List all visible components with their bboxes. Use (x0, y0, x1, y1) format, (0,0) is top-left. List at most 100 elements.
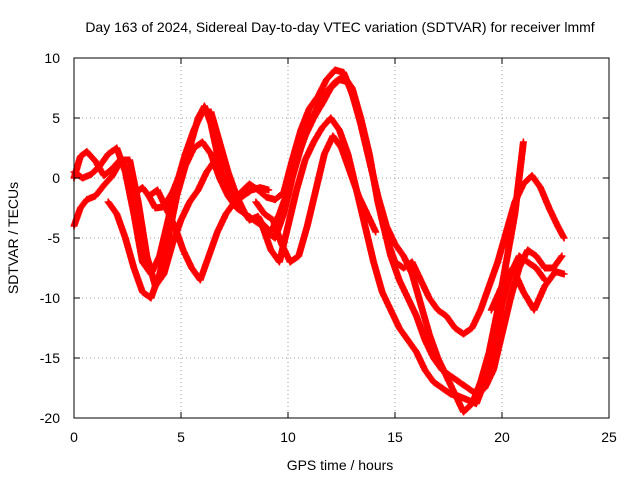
data-point (513, 200, 517, 204)
data-point (552, 266, 555, 270)
y-tick-label: -20 (40, 410, 60, 426)
data-point (479, 380, 482, 384)
data-point (526, 260, 529, 264)
data-point (128, 158, 131, 162)
data-point (331, 134, 335, 138)
data-point (535, 266, 538, 270)
data-point (192, 146, 196, 150)
data-point (458, 395, 461, 398)
data-point (218, 140, 221, 144)
data-point (303, 158, 307, 162)
data-point (141, 290, 144, 294)
data-point (158, 254, 161, 258)
data-point (267, 188, 270, 192)
y-tick-label: -5 (48, 230, 61, 246)
data-point (329, 86, 332, 90)
data-point (192, 128, 196, 132)
data-point (286, 224, 290, 228)
x-tick-label: 0 (70, 429, 78, 445)
data-point (500, 302, 504, 306)
series-arc-4 (104, 114, 549, 408)
data-point (295, 188, 298, 192)
data-point (410, 260, 414, 264)
data-point (89, 173, 93, 176)
series-arc-7 (487, 264, 568, 314)
axis-ticks (73, 57, 610, 419)
y-axis-label: SDTVAR / TECUs (5, 182, 21, 294)
data-point (492, 344, 495, 348)
data-point (321, 102, 324, 105)
data-point (338, 128, 341, 132)
data-point (85, 198, 89, 201)
data-point (543, 284, 546, 288)
data-point (423, 368, 427, 372)
data-point (218, 176, 221, 180)
data-point (415, 350, 418, 354)
data-point (355, 104, 358, 108)
data-point (156, 188, 159, 192)
data-point (162, 272, 166, 276)
data-point (445, 314, 448, 318)
data-point (530, 174, 534, 177)
data-point (462, 410, 465, 414)
data-point (449, 392, 452, 396)
data-point (492, 368, 495, 372)
data-point (166, 236, 170, 240)
data-point (333, 68, 337, 72)
data-point (517, 254, 521, 258)
x-tick-label: 15 (387, 429, 403, 445)
data-point (432, 380, 435, 384)
tick-labels: 0 5 10 15 20 25 -20 -15 -10 -5 0 5 10 (40, 50, 617, 445)
data-point (440, 386, 444, 390)
data-point (107, 152, 110, 156)
data-point (560, 254, 564, 258)
series-arc-5 (145, 184, 273, 284)
y-tick-label: 10 (44, 50, 60, 66)
data-point (462, 332, 465, 336)
data-point (340, 146, 343, 150)
data-point (554, 270, 557, 273)
data-point (380, 218, 384, 222)
data-point (303, 134, 307, 138)
data-point (94, 194, 97, 198)
data-point (235, 206, 238, 210)
data-point (380, 290, 384, 294)
data-point (273, 236, 277, 240)
data-point (470, 326, 474, 330)
data-point (149, 296, 153, 300)
data-point (209, 152, 213, 156)
x-tick-label: 25 (601, 429, 617, 445)
data-point (196, 188, 200, 192)
data-point (254, 200, 258, 204)
y-tick-label: -10 (40, 290, 60, 306)
data-point (98, 164, 101, 168)
data-point (233, 200, 236, 204)
data-point (483, 380, 487, 384)
data-point (398, 326, 401, 330)
data-point (505, 260, 508, 264)
data-point (85, 150, 89, 153)
data-point (199, 278, 202, 282)
data-point (423, 338, 427, 342)
data-point (466, 386, 469, 390)
data-point (102, 174, 106, 177)
data-point (205, 170, 208, 174)
data-point (308, 107, 311, 110)
data-point (115, 146, 119, 150)
data-point (556, 224, 559, 228)
data-point (419, 302, 422, 306)
data-point (171, 242, 174, 246)
data-point (346, 152, 350, 156)
data-point (415, 314, 418, 318)
data-point (175, 194, 178, 198)
data-point (363, 140, 367, 144)
data-point (543, 266, 546, 270)
data-point (406, 338, 410, 342)
data-point (280, 242, 283, 246)
data-point (440, 368, 444, 372)
data-point (181, 248, 185, 252)
data-point (207, 254, 211, 258)
x-axis-label: GPS time / hours (287, 457, 394, 473)
data-point (562, 272, 566, 276)
